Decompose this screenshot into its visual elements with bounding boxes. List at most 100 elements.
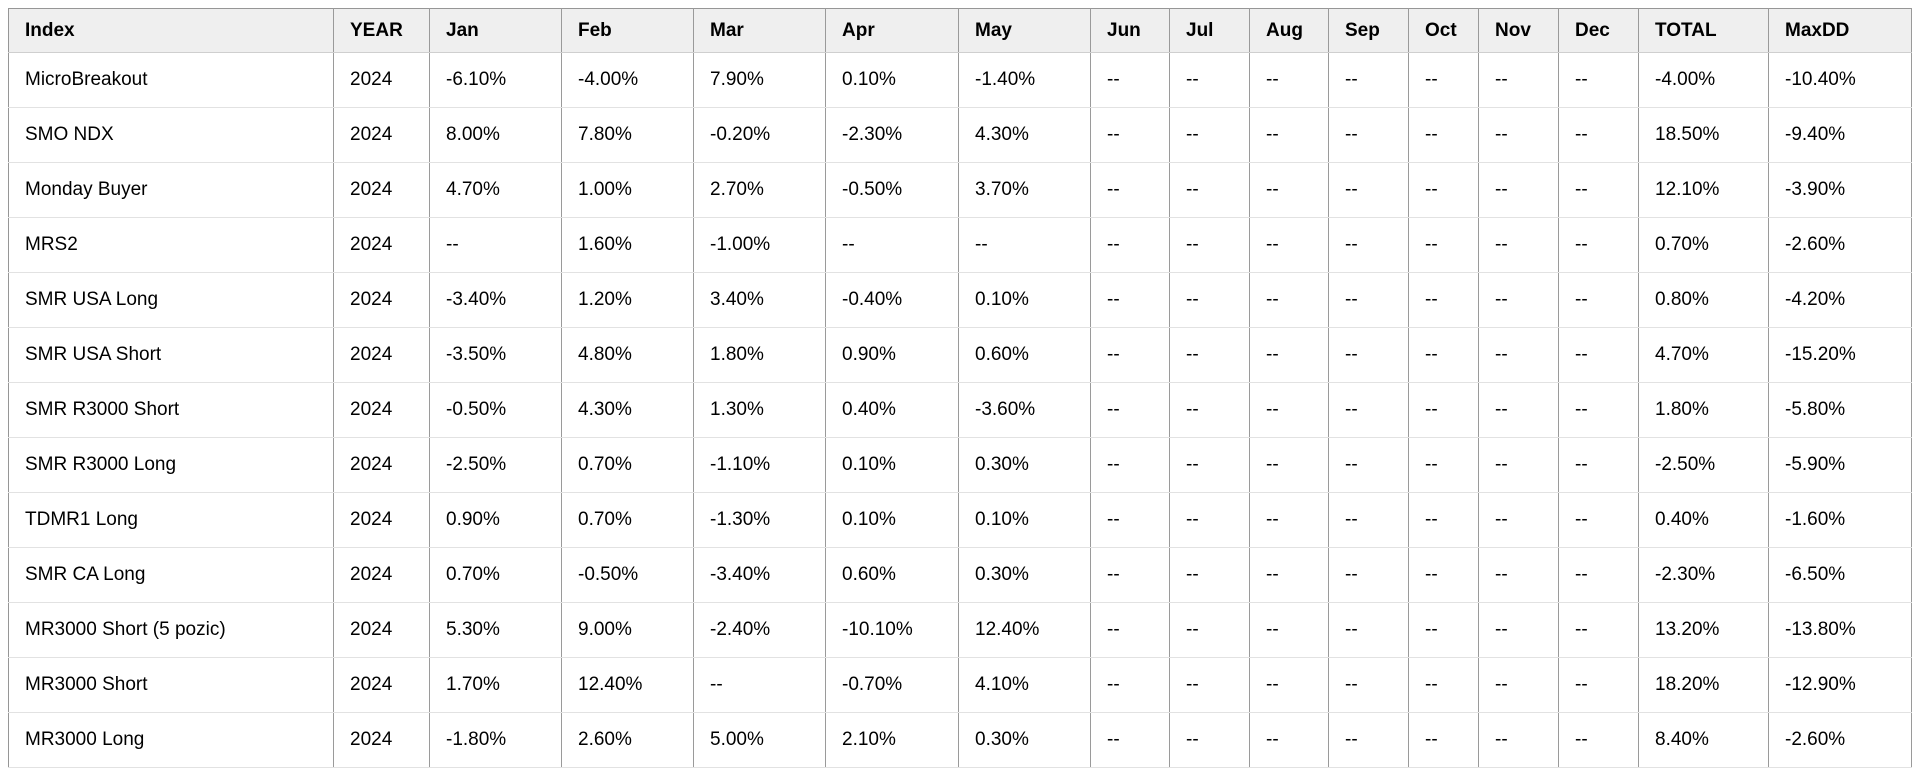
- month-cell: --: [1408, 437, 1479, 493]
- month-cell: 0.10%: [825, 52, 959, 108]
- month-cell: 1.00%: [561, 162, 694, 218]
- table-row: MRS2 2024 -- 1.60% -1.00% -- -- -- -- -- -- -- -- -- 0…: [8, 217, 1912, 273]
- month-cell: 2.60%: [561, 712, 694, 768]
- month-cell: --: [1249, 657, 1329, 713]
- month-cell: --: [1408, 547, 1479, 603]
- column-header-apr: Apr: [825, 8, 959, 53]
- year-cell: 2024: [333, 382, 430, 438]
- month-cell: 0.90%: [429, 492, 562, 548]
- total-cell: 0.70%: [1638, 217, 1769, 273]
- month-cell: --: [1090, 712, 1170, 768]
- index-cell: MRS2: [8, 217, 334, 273]
- month-cell: --: [1169, 492, 1250, 548]
- month-cell: --: [1249, 52, 1329, 108]
- month-cell: --: [1478, 492, 1559, 548]
- total-cell: 0.40%: [1638, 492, 1769, 548]
- month-cell: --: [1249, 382, 1329, 438]
- month-cell: 0.60%: [825, 547, 959, 603]
- month-cell: 1.70%: [429, 657, 562, 713]
- year-cell: 2024: [333, 712, 430, 768]
- column-header-oct: Oct: [1408, 8, 1479, 53]
- header-row: Index YEAR Jan Feb Mar Apr May Jun Jul Aug Sep Oct N…: [8, 8, 1912, 53]
- month-cell: 1.20%: [561, 272, 694, 328]
- index-cell: SMR USA Long: [8, 272, 334, 328]
- month-cell: --: [1249, 272, 1329, 328]
- month-cell: -3.40%: [429, 272, 562, 328]
- month-cell: -6.10%: [429, 52, 562, 108]
- month-cell: --: [825, 217, 959, 273]
- month-cell: --: [1478, 52, 1559, 108]
- month-cell: 9.00%: [561, 602, 694, 658]
- month-cell: 0.10%: [958, 492, 1091, 548]
- month-cell: --: [1408, 712, 1479, 768]
- month-cell: -1.10%: [693, 437, 826, 493]
- column-header-nov: Nov: [1478, 8, 1559, 53]
- column-header-sep: Sep: [1328, 8, 1409, 53]
- month-cell: --: [1090, 272, 1170, 328]
- column-header-jan: Jan: [429, 8, 562, 53]
- total-cell: -2.50%: [1638, 437, 1769, 493]
- month-cell: --: [1249, 492, 1329, 548]
- month-cell: 1.60%: [561, 217, 694, 273]
- month-cell: -0.20%: [693, 107, 826, 163]
- table-row: SMR R3000 Long 2024 -2.50% 0.70% -1.10% 0.10%…: [8, 437, 1912, 493]
- year-cell: 2024: [333, 492, 430, 548]
- index-cell: Monday Buyer: [8, 162, 334, 218]
- month-cell: --: [1249, 217, 1329, 273]
- month-cell: 0.30%: [958, 712, 1091, 768]
- month-cell: -1.30%: [693, 492, 826, 548]
- month-cell: --: [1408, 217, 1479, 273]
- month-cell: --: [1558, 712, 1639, 768]
- month-cell: --: [1169, 162, 1250, 218]
- month-cell: --: [1090, 382, 1170, 438]
- index-cell: SMO NDX: [8, 107, 334, 163]
- month-cell: --: [1408, 107, 1479, 163]
- month-cell: 5.30%: [429, 602, 562, 658]
- column-header-may: May: [958, 8, 1091, 53]
- month-cell: 3.70%: [958, 162, 1091, 218]
- month-cell: --: [1169, 52, 1250, 108]
- month-cell: --: [1408, 162, 1479, 218]
- month-cell: --: [1408, 272, 1479, 328]
- month-cell: --: [1169, 602, 1250, 658]
- month-cell: -1.40%: [958, 52, 1091, 108]
- table-row: SMR USA Short 2024 -3.50% 4.80% 1.80% 0.90% 0.…: [8, 327, 1912, 383]
- month-cell: 7.80%: [561, 107, 694, 163]
- index-cell: MR3000 Long: [8, 712, 334, 768]
- table-row: SMR R3000 Short 2024 -0.50% 4.30% 1.30% 0.40%…: [8, 382, 1912, 438]
- month-cell: --: [1558, 657, 1639, 713]
- month-cell: --: [1090, 602, 1170, 658]
- column-header-feb: Feb: [561, 8, 694, 53]
- month-cell: 4.10%: [958, 657, 1091, 713]
- month-cell: --: [1169, 107, 1250, 163]
- month-cell: 7.90%: [693, 52, 826, 108]
- month-cell: --: [1408, 382, 1479, 438]
- month-cell: --: [1090, 492, 1170, 548]
- column-header-year: YEAR: [333, 8, 430, 53]
- year-cell: 2024: [333, 327, 430, 383]
- month-cell: 2.70%: [693, 162, 826, 218]
- month-cell: -0.50%: [825, 162, 959, 218]
- month-cell: 1.30%: [693, 382, 826, 438]
- month-cell: -2.30%: [825, 107, 959, 163]
- month-cell: --: [1328, 437, 1409, 493]
- month-cell: --: [1249, 712, 1329, 768]
- month-cell: --: [1090, 107, 1170, 163]
- month-cell: 1.80%: [693, 327, 826, 383]
- month-cell: --: [1090, 437, 1170, 493]
- month-cell: --: [1328, 272, 1409, 328]
- maxdd-cell: -10.40%: [1768, 52, 1912, 108]
- month-cell: --: [1478, 602, 1559, 658]
- month-cell: 4.30%: [958, 107, 1091, 163]
- index-cell: SMR R3000 Short: [8, 382, 334, 438]
- table-row: Monday Buyer 2024 4.70% 1.00% 2.70% -0.50% 3.7…: [8, 162, 1912, 218]
- month-cell: --: [1408, 602, 1479, 658]
- month-cell: -1.00%: [693, 217, 826, 273]
- month-cell: --: [1090, 162, 1170, 218]
- month-cell: --: [1408, 52, 1479, 108]
- month-cell: -1.80%: [429, 712, 562, 768]
- table-row: SMR CA Long 2024 0.70% -0.50% -3.40% 0.60% 0.3…: [8, 547, 1912, 603]
- column-header-jul: Jul: [1169, 8, 1250, 53]
- table-row: MicroBreakout 2024 -6.10% -4.00% 7.90% 0.10% -…: [8, 52, 1912, 108]
- month-cell: --: [1478, 327, 1559, 383]
